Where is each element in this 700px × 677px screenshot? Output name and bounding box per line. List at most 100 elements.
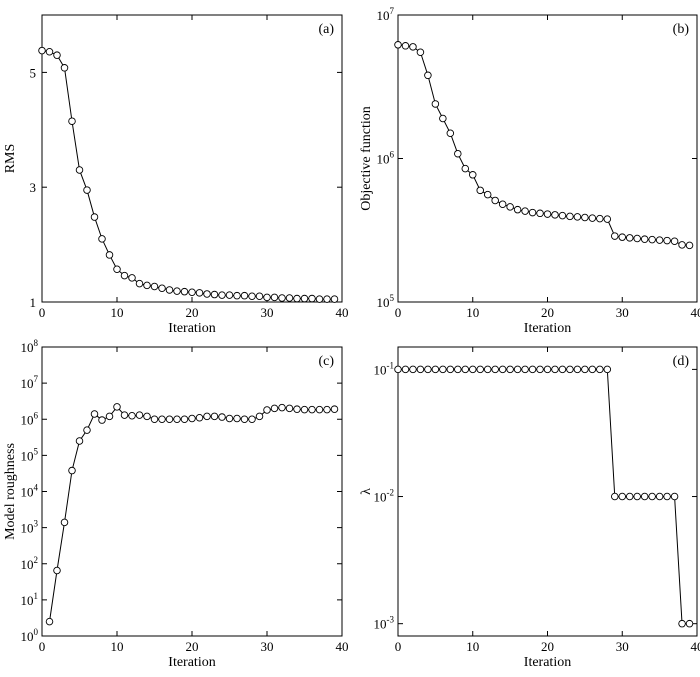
data-point xyxy=(69,467,76,474)
y-tick-base: 10 xyxy=(21,629,34,644)
data-point xyxy=(256,413,263,420)
data-point xyxy=(529,209,536,216)
y-tick-label: 105 xyxy=(21,446,39,463)
data-point xyxy=(477,187,484,194)
data-point xyxy=(611,493,618,500)
data-point xyxy=(484,366,491,373)
data-point xyxy=(61,65,68,72)
y-tick-base: 10 xyxy=(21,593,34,608)
data-point xyxy=(686,620,693,627)
plot-frame xyxy=(42,347,342,636)
data-point xyxy=(582,214,589,221)
data-point xyxy=(279,404,286,411)
data-point xyxy=(544,211,551,218)
data-point xyxy=(537,366,544,373)
y-tick-exponent: -2 xyxy=(387,488,395,498)
data-point xyxy=(121,272,128,279)
y-tick-base: 10 xyxy=(377,152,390,167)
data-point xyxy=(567,213,574,220)
data-point xyxy=(522,208,529,215)
plot-frame xyxy=(398,15,697,302)
data-point xyxy=(91,214,98,221)
x-tick-label: 30 xyxy=(261,639,274,654)
data-point xyxy=(204,291,211,298)
x-tick-label: 0 xyxy=(395,305,402,320)
x-tick-label: 30 xyxy=(261,305,274,320)
panel-b: 010203040105106107IterationObjective fun… xyxy=(359,6,700,336)
data-point xyxy=(76,438,83,445)
data-point xyxy=(166,287,173,294)
x-tick-label: 20 xyxy=(186,305,199,320)
data-point xyxy=(196,414,203,421)
y-tick-label: 108 xyxy=(21,338,39,355)
data-point xyxy=(559,212,566,219)
data-point xyxy=(219,292,226,299)
y-tick-label: 10-2 xyxy=(374,488,395,505)
x-tick-label: 10 xyxy=(466,305,479,320)
data-point xyxy=(309,406,316,413)
y-tick-label: 3 xyxy=(30,180,37,195)
data-point xyxy=(410,366,417,373)
y-tick-label: 5 xyxy=(30,65,37,80)
data-point xyxy=(84,427,91,434)
data-point xyxy=(99,417,106,424)
data-point xyxy=(174,416,181,423)
data-point xyxy=(211,291,218,298)
data-point xyxy=(447,366,454,373)
data-point xyxy=(537,210,544,217)
y-tick-exponent: 7 xyxy=(34,374,39,384)
y-tick-base: 10 xyxy=(377,295,390,310)
y-tick-exponent: 6 xyxy=(390,150,395,160)
data-point xyxy=(144,282,151,289)
data-point xyxy=(301,295,308,302)
data-point xyxy=(589,366,596,373)
x-tick-label: 40 xyxy=(336,305,349,320)
data-point xyxy=(567,366,574,373)
data-point xyxy=(634,493,641,500)
data-point xyxy=(477,366,484,373)
data-point xyxy=(679,620,686,627)
data-point xyxy=(99,236,106,243)
plot-frame xyxy=(398,347,697,636)
data-point xyxy=(129,412,136,419)
y-tick-base: 10 xyxy=(21,340,34,355)
data-point xyxy=(76,167,83,174)
data-point xyxy=(294,406,301,413)
data-point xyxy=(410,44,417,51)
data-point xyxy=(395,366,402,373)
y-tick-label: 106 xyxy=(377,150,395,167)
data-point xyxy=(256,293,263,300)
y-tick-base: 10 xyxy=(374,362,387,377)
data-point xyxy=(234,292,241,299)
x-tick-label: 10 xyxy=(466,639,479,654)
x-axis-title: Iteration xyxy=(524,655,571,670)
data-point xyxy=(619,234,626,241)
data-point xyxy=(106,413,113,420)
x-axis-title: Iteration xyxy=(168,655,215,670)
data-point xyxy=(417,366,424,373)
data-point xyxy=(309,295,316,302)
data-point xyxy=(552,212,559,219)
x-tick-label: 40 xyxy=(691,305,700,320)
data-point xyxy=(166,416,173,423)
data-point xyxy=(649,493,656,500)
y-axis-title: Model roughness xyxy=(3,443,18,540)
data-point xyxy=(279,295,286,302)
x-axis-title: Iteration xyxy=(524,321,571,336)
data-point xyxy=(604,216,611,223)
y-tick-base: 10 xyxy=(377,8,390,23)
data-point xyxy=(619,493,626,500)
data-point xyxy=(264,407,271,414)
data-point xyxy=(626,235,633,242)
data-point xyxy=(301,406,308,413)
data-point xyxy=(211,413,218,420)
y-tick-exponent: 3 xyxy=(34,519,39,529)
plot-frame xyxy=(42,15,342,302)
data-point xyxy=(559,366,566,373)
data-point xyxy=(574,366,581,373)
data-point xyxy=(121,412,128,419)
x-tick-label: 30 xyxy=(616,639,629,654)
data-point xyxy=(395,41,402,48)
